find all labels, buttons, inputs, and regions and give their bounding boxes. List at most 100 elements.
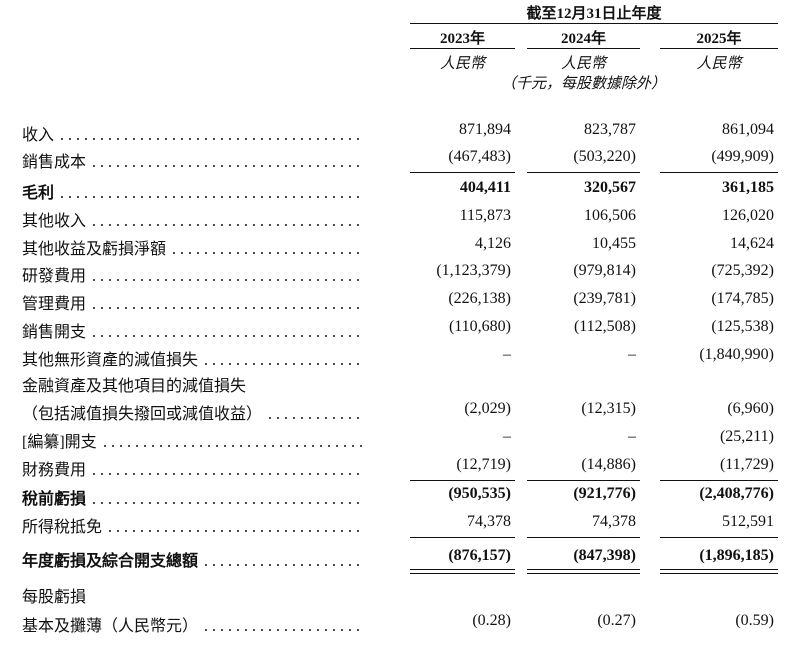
- cell-value: (1,123,379): [436, 262, 511, 279]
- cell-value: 115,873: [459, 207, 511, 224]
- row-label-text: 研發費用: [22, 268, 87, 285]
- total-rule: [660, 537, 778, 538]
- total-rule: [410, 480, 515, 481]
- leader-dots: [170, 252, 365, 254]
- cell-value: (11,729): [719, 456, 774, 473]
- row-label-text: 銷售開支: [22, 324, 87, 341]
- row-label: 年度虧損及綜合開支總額: [22, 547, 365, 571]
- cell-value: 512,591: [722, 513, 774, 530]
- year-rule: [660, 48, 778, 49]
- cell-value: 320,567: [584, 179, 636, 196]
- leader-dots: [90, 335, 365, 337]
- leader-dots: [58, 196, 365, 198]
- total-rule: [410, 537, 515, 538]
- total-rule: [410, 172, 515, 173]
- leader-dots: [202, 564, 365, 566]
- cell-value: (503,220): [573, 148, 636, 165]
- currency-label: 人民幣: [439, 56, 485, 72]
- leader-dots: [202, 629, 365, 631]
- year-header: 2025年: [696, 31, 742, 47]
- row-label: 所得稅抵免: [22, 513, 365, 537]
- cell-value: (950,535): [448, 485, 511, 502]
- cell-value: (226,138): [448, 290, 511, 307]
- period-label: 截至12月31日止年度: [526, 6, 662, 22]
- currency-label: 人民幣: [696, 56, 742, 72]
- row-label-text: 財務費用: [22, 462, 87, 479]
- cell-value: 361,185: [722, 179, 774, 196]
- row-label: 銷售成本: [22, 148, 365, 172]
- row-label: 金融資產及其他項目的減值損失: [22, 372, 365, 396]
- cell-value: (25,211): [719, 428, 774, 445]
- cell-value: (876,157): [448, 547, 511, 564]
- row-label-text: 毛利: [22, 185, 55, 202]
- row-label: 每股虧損: [22, 583, 365, 607]
- unit-note: （千元，每股數據除外）: [500, 76, 666, 92]
- leader-dots: [266, 417, 365, 419]
- cell-value: –: [503, 428, 511, 445]
- total-rule: [660, 480, 778, 481]
- cell-value: (12,315): [581, 400, 636, 417]
- cell-value: (125,538): [711, 318, 774, 335]
- row-label-text: 其他收益及虧損淨額: [22, 241, 167, 258]
- cell-value: (921,776): [573, 485, 636, 502]
- row-label: 研發費用: [22, 262, 365, 286]
- total-rule: [527, 537, 640, 538]
- row-label: 其他無形資產的減值損失: [22, 346, 365, 370]
- cell-value: (467,483): [448, 148, 511, 165]
- row-label: 毛利: [22, 179, 365, 203]
- row-label-text: 每股虧損: [22, 589, 87, 606]
- row-label-text: 其他收入: [22, 213, 87, 230]
- leader-dots: [100, 445, 365, 447]
- cell-value: (0.28): [472, 612, 511, 629]
- year-rule: [527, 48, 640, 49]
- row-label: [編纂]開支: [22, 428, 365, 452]
- row-label: 其他收入: [22, 207, 365, 231]
- row-label-text: 收入: [22, 127, 55, 144]
- total-rule: [660, 569, 778, 570]
- cell-value: (499,909): [711, 148, 774, 165]
- leader-dots: [90, 279, 365, 281]
- cell-value: (2,029): [464, 400, 511, 417]
- row-label-text: 稅前虧損: [22, 491, 87, 508]
- leader-dots: [90, 473, 365, 475]
- leader-dots: [202, 363, 365, 365]
- total-rule: [527, 480, 640, 481]
- leader-dots: [90, 165, 365, 167]
- header-rule: [410, 23, 778, 24]
- row-label: 稅前虧損: [22, 485, 365, 509]
- cell-value: 871,894: [459, 121, 511, 138]
- leader-dots: [90, 307, 365, 309]
- row-label-text: 基本及攤薄（人民幣元）: [22, 618, 199, 635]
- row-label: 收入: [22, 121, 365, 145]
- cell-value: (847,398): [573, 547, 636, 564]
- cell-value: (0.59): [735, 612, 774, 629]
- cell-value: 106,506: [584, 207, 636, 224]
- total-rule: [410, 573, 515, 574]
- cell-value: (110,680): [448, 318, 511, 335]
- year-rule: [410, 48, 515, 49]
- row-label-text: [編纂]開支: [22, 434, 97, 451]
- row-label-text: 金融資產及其他項目的減值損失: [22, 378, 247, 395]
- cell-value: (14,886): [581, 456, 636, 473]
- total-rule: [660, 172, 778, 173]
- cell-value: (12,719): [456, 456, 511, 473]
- leader-dots: [106, 530, 365, 532]
- row-label-text: 銷售成本: [22, 154, 87, 171]
- year-header: 2024年: [560, 31, 606, 47]
- cell-value: (1,896,185): [699, 547, 774, 564]
- total-rule: [527, 573, 640, 574]
- leader-dots: [90, 224, 365, 226]
- row-label-text: 管理費用: [22, 296, 87, 313]
- cell-value: (1,840,990): [699, 346, 774, 363]
- cell-value: –: [503, 346, 511, 363]
- leader-dots: [90, 502, 365, 504]
- cell-value: 14,624: [730, 235, 774, 252]
- cell-value: 861,094: [722, 121, 774, 138]
- cell-value: (725,392): [711, 262, 774, 279]
- cell-value: 404,411: [459, 179, 511, 196]
- cell-value: 74,378: [592, 513, 636, 530]
- cell-value: 126,020: [722, 207, 774, 224]
- row-label: 銷售開支: [22, 318, 365, 342]
- row-label: 管理費用: [22, 290, 365, 314]
